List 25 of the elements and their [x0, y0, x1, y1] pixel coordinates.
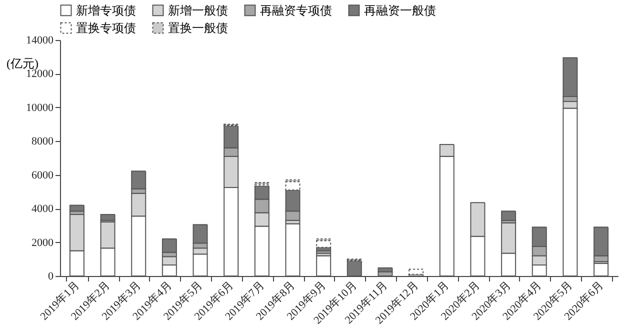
bar: [162, 238, 177, 253]
legend-label: 置换专项债: [76, 21, 136, 35]
bar: [285, 223, 300, 276]
bar: [346, 260, 362, 276]
bar: [316, 240, 332, 248]
legend-label: 再融资专项债: [260, 3, 332, 18]
bar: [501, 210, 516, 221]
legend-label: 置换一般债: [168, 21, 228, 35]
legend-label: 新增一般债: [168, 3, 228, 18]
y-tick-label: 2000: [32, 236, 54, 249]
y-tick-label: 12000: [26, 68, 54, 80]
bar: [69, 204, 84, 212]
y-tick-label: 10000: [26, 102, 54, 114]
y-tick-label: 0: [48, 270, 54, 282]
y-tick-label: 6000: [32, 169, 54, 182]
bar: [408, 268, 424, 275]
y-tick-label: 4000: [32, 203, 54, 216]
y-axis-title: (亿元): [6, 56, 38, 70]
bar: [378, 267, 393, 272]
bar: [316, 255, 332, 276]
legend-label: 新增专项债: [76, 3, 136, 18]
bar: [594, 262, 609, 276]
y-tick-label: 14000: [26, 34, 54, 46]
legend-label: 再融资一般债: [364, 3, 436, 18]
y-tick-label: 8000: [32, 136, 54, 148]
